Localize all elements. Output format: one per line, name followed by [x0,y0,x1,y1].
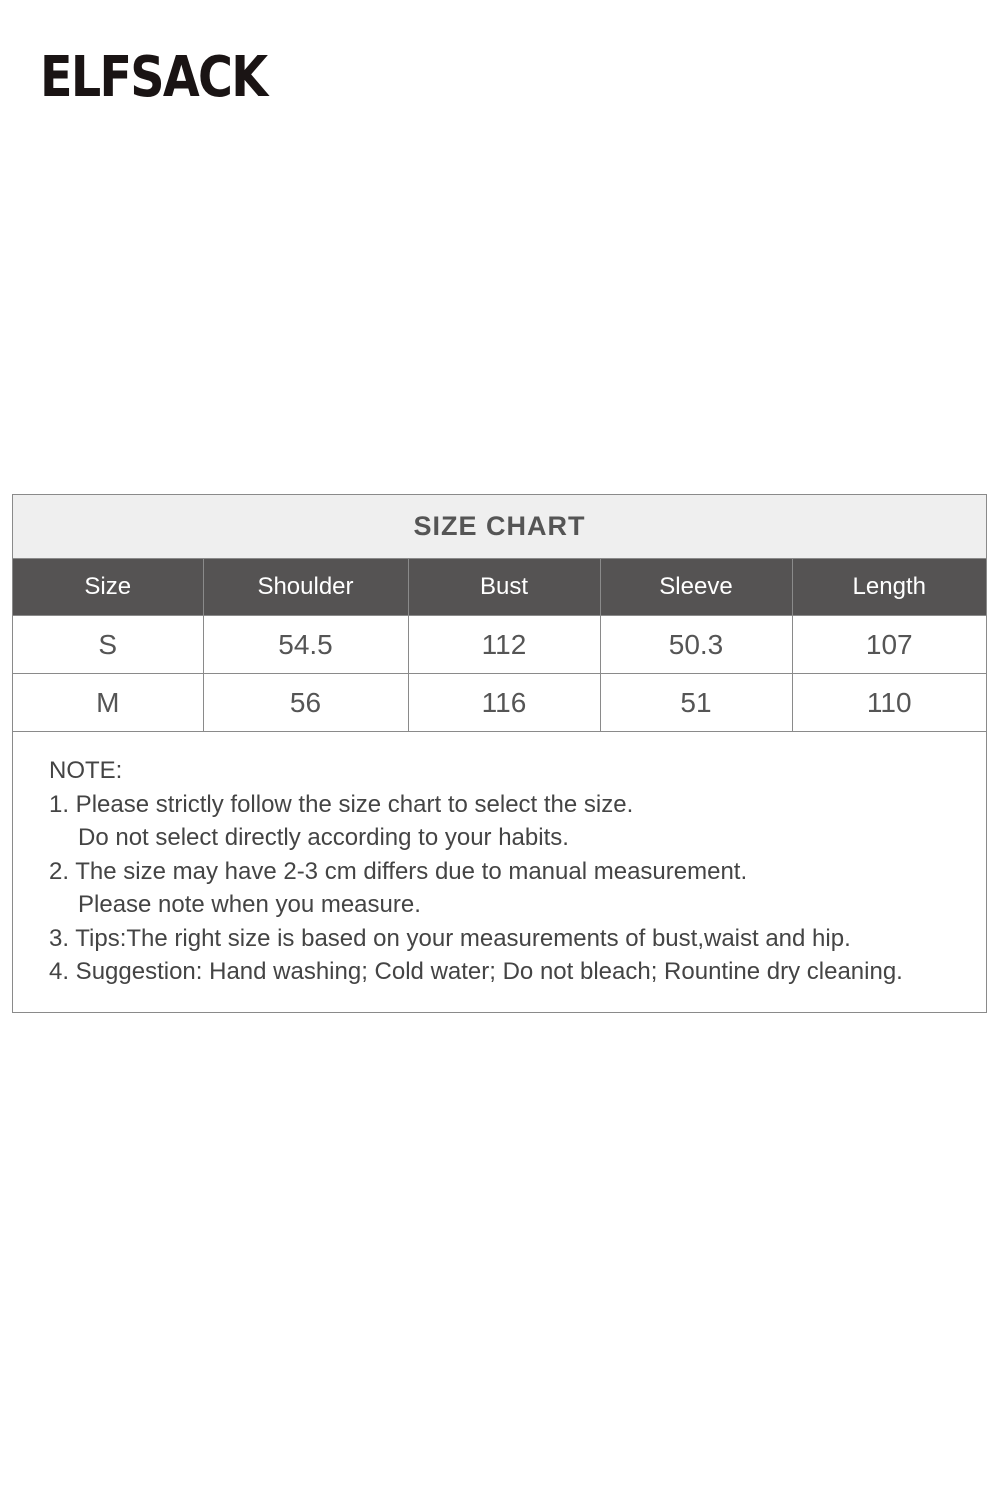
notes-section: NOTE: 1. Please strictly follow the size… [13,732,986,989]
note-line: 3. Tips:The right size is based on your … [49,924,851,952]
table-cell: M [13,673,204,732]
note-line: 4. Suggestion: Hand washing; Cold water;… [49,958,903,985]
table-cell: 51 [600,673,793,732]
column-header: Sleeve [600,559,793,616]
size-chart-title: SIZE CHART [13,495,986,559]
notes-heading: NOTE: [49,757,123,784]
column-header: Bust [408,559,601,616]
elfsack-logo: ELFSACK [40,45,268,110]
note-line: Please note when you measure. [78,891,421,918]
size-table: Size Shoulder Bust Sleeve Length S 54.5 … [13,559,986,732]
table-header-row: Size Shoulder Bust Sleeve Length [13,559,986,616]
note-line: Do not select directly according to your… [78,824,569,851]
table-row: S 54.5 112 50.3 107 [13,615,986,674]
table-cell: 110 [792,673,986,732]
column-header: Size [13,559,204,616]
column-header: Length [792,559,986,616]
column-header: Shoulder [203,559,409,616]
table-cell: 54.5 [203,615,409,674]
note-line: 1. Please strictly follow the size chart… [49,790,634,818]
table-cell: S [13,615,204,674]
table-cell: 50.3 [600,615,793,674]
table-row: M 56 116 51 110 [13,673,986,732]
table-cell: 116 [408,673,601,732]
table-cell: 112 [408,615,601,674]
note-line: 2. The size may have 2-3 cm differs due … [49,857,748,885]
table-cell: 56 [203,673,409,732]
table-cell: 107 [792,615,986,674]
size-chart-panel: SIZE CHART Size Shoulder Bust Sleeve Len… [12,494,987,1013]
